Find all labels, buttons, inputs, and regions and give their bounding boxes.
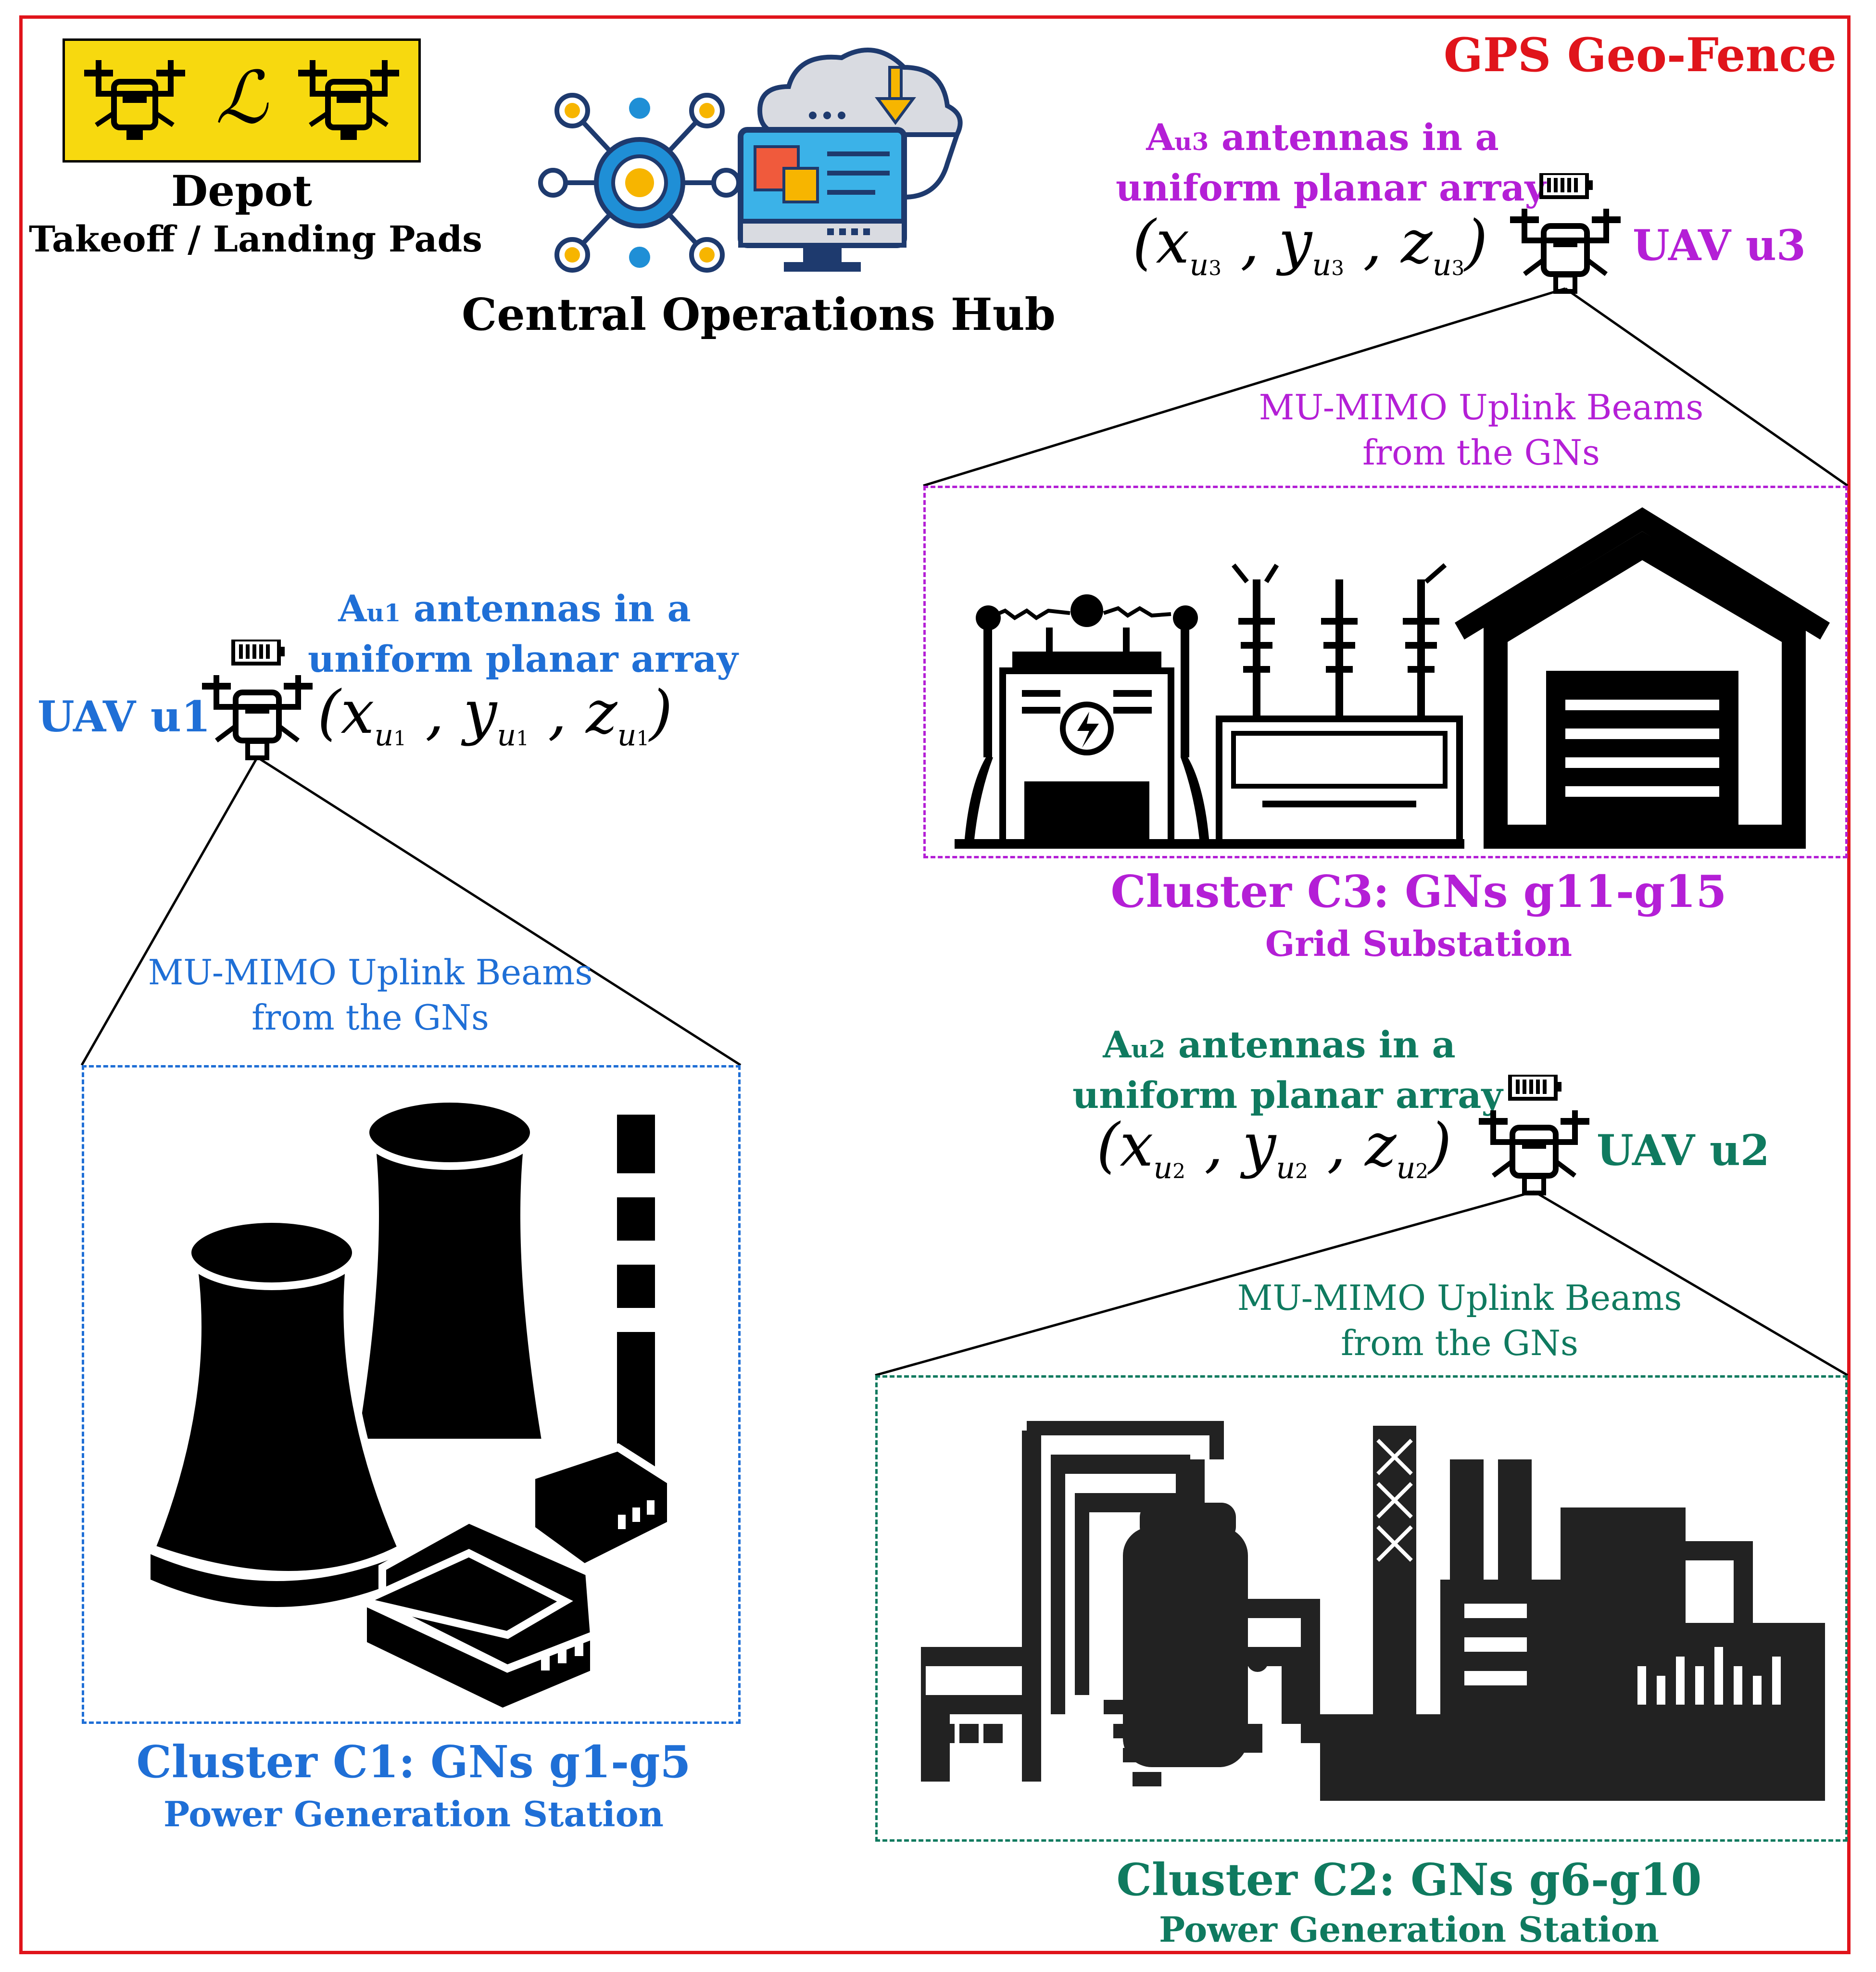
u2-antenna-letter: A — [1103, 1023, 1132, 1066]
u1-antenna-letter: A — [338, 587, 367, 630]
c3-cluster-site: Grid Substation — [1265, 923, 1573, 964]
u1-coord-z: z — [586, 678, 617, 747]
uav-u1-label: UAV u1 — [38, 691, 211, 741]
c2-cluster-site: Power Generation Station — [1159, 1909, 1659, 1950]
c3-beams-line2: from the GNs — [1362, 432, 1600, 473]
c2-cluster-title: Cluster C2: GNs g6-g10 — [1096, 1854, 1722, 1906]
c2-cluster-box — [875, 1375, 1848, 1842]
u1-coord-y-sub: u — [497, 717, 516, 753]
c3-cluster-gns: GNs g11-g15 — [1405, 866, 1727, 917]
industrial-plant-icon — [921, 1421, 1825, 1801]
u1-coord-y: y — [463, 678, 497, 747]
u1-coord-z-sub: u — [617, 717, 637, 753]
u3-antenna-text: Au3 antennas in a uniform planar array — [1116, 114, 1546, 211]
uav-u3-label: UAV u3 — [1633, 220, 1806, 270]
c3-beams-line1: MU-MIMO Uplink Beams — [1259, 387, 1704, 427]
cloud-computer-icon — [738, 48, 963, 272]
u2-coord-z-idx: 2 — [1415, 1159, 1429, 1183]
geo-fence-label: GPS Geo-Fence — [1443, 28, 1837, 82]
transformer-icon — [1214, 563, 1464, 849]
c3-cluster-box — [923, 486, 1848, 858]
cooling-towers-icon — [143, 1095, 675, 1716]
drone-icon — [1479, 1075, 1589, 1195]
network-hub-icon — [538, 93, 741, 273]
c1-cluster-site: Power Generation Station — [164, 1794, 664, 1834]
uav-u3-prefix: UAV — [1633, 220, 1746, 270]
u3-coordinates: (xu3 , yu3 , zu3) — [1133, 208, 1488, 282]
c1-cluster-name: Cluster C1: — [136, 1736, 431, 1788]
uav-u2-prefix: UAV — [1597, 1125, 1710, 1175]
depot-badge-symbol: ℒ — [215, 56, 269, 140]
geo-fence-boundary — [19, 15, 1851, 1954]
uav-u1-prefix: UAV — [38, 691, 151, 741]
depot-subtitle: Takeoff / Landing Pads — [29, 219, 482, 260]
substation-icon — [955, 594, 1219, 849]
warehouse-icon — [1455, 507, 1830, 849]
uav-u2-id: u2 — [1709, 1125, 1770, 1175]
u2-antenna-line2: uniform planar array — [1072, 1074, 1503, 1117]
drone-icon — [202, 640, 313, 760]
u2-antenna-text: Au2 antennas in a uniform planar array — [1072, 1022, 1503, 1118]
u3-antenna-rest: antennas in a — [1209, 116, 1499, 159]
u3-antenna-line2: uniform planar array — [1116, 166, 1546, 209]
u2-coord-z-sub: u — [1396, 1150, 1416, 1185]
c2-cluster-gns: GNs g6-g10 — [1410, 1854, 1702, 1906]
u3-coord-y: y — [1278, 208, 1312, 277]
c2-beams-label: MU-MIMO Uplink Beams from the GNs — [1190, 1275, 1729, 1366]
u3-coord-z: z — [1401, 208, 1433, 277]
u1-coordinates: (xu1 , yu1 , zu1) — [317, 678, 673, 753]
u3-coord-x: x — [1156, 208, 1190, 277]
u3-coord-z-sub: u — [1432, 247, 1452, 282]
u1-antenna-rest: antennas in a — [401, 587, 691, 630]
u3-antenna-sub: u3 — [1174, 127, 1209, 156]
u2-coord-y-idx: 2 — [1295, 1159, 1308, 1183]
u3-antenna-letter: A — [1146, 116, 1175, 159]
c1-cluster-box — [82, 1065, 741, 1724]
u1-coord-x-sub: u — [374, 717, 394, 753]
drone-icon — [298, 60, 399, 140]
c2-beams-line1: MU-MIMO Uplink Beams — [1237, 1278, 1682, 1318]
u2-coord-y: y — [1242, 1111, 1276, 1180]
c2-beams-line2: from the GNs — [1341, 1323, 1578, 1363]
u3-coord-x-sub: u — [1189, 247, 1209, 282]
u2-coord-x-idx: 2 — [1172, 1159, 1185, 1183]
u1-coord-z-idx: 1 — [636, 726, 650, 750]
u3-coord-z-idx: 3 — [1451, 256, 1465, 280]
u1-coord-x-idx: 1 — [393, 726, 406, 750]
depot-badge: ℒ — [63, 38, 421, 163]
c3-beams-label: MU-MIMO Uplink Beams from the GNs — [1212, 385, 1750, 475]
depot-title: Depot — [171, 166, 313, 216]
hub-label: Central Operations Hub — [462, 289, 1056, 340]
u2-coordinates: (xu2 , yu2 , zu2) — [1096, 1111, 1452, 1185]
u1-coord-x: x — [340, 678, 375, 747]
u1-coord-y-idx: 1 — [516, 726, 529, 750]
uav-u2-label: UAV u2 — [1597, 1125, 1770, 1175]
c1-cluster-title: Cluster C1: GNs g1-g5 — [101, 1736, 726, 1788]
u1-antenna-text: Au1 antennas in a uniform planar array — [308, 586, 738, 682]
u1-antenna-line2: uniform planar array — [308, 638, 738, 680]
u2-antenna-sub: u2 — [1131, 1035, 1166, 1063]
c1-beams-line1: MU-MIMO Uplink Beams — [148, 952, 593, 992]
u2-antenna-rest: antennas in a — [1165, 1023, 1456, 1066]
u2-coord-x-sub: u — [1153, 1150, 1173, 1185]
u2-coord-z: z — [1365, 1111, 1397, 1180]
c3-cluster-title: Cluster C3: GNs g11-g15 — [1106, 866, 1731, 917]
u3-coord-y-sub: u — [1312, 247, 1332, 282]
c2-cluster-name: Cluster C2: — [1116, 1854, 1411, 1906]
c3-cluster-name: Cluster C3: — [1110, 866, 1405, 917]
c1-beams-line2: from the GNs — [252, 997, 489, 1038]
c1-cluster-gns: GNs g1-g5 — [430, 1736, 691, 1788]
u3-coord-x-idx: 3 — [1209, 256, 1221, 280]
u2-coord-x: x — [1120, 1111, 1154, 1180]
uav-u3-id: u3 — [1745, 220, 1806, 270]
drone-icon — [84, 60, 185, 140]
u2-coord-y-sub: u — [1276, 1150, 1296, 1185]
uav-u1-id: u1 — [150, 691, 211, 741]
u1-antenna-sub: u1 — [366, 599, 401, 627]
drone-icon — [1510, 173, 1621, 294]
c1-beams-label: MU-MIMO Uplink Beams from the GNs — [101, 950, 640, 1040]
u3-coord-y-idx: 3 — [1331, 256, 1344, 280]
